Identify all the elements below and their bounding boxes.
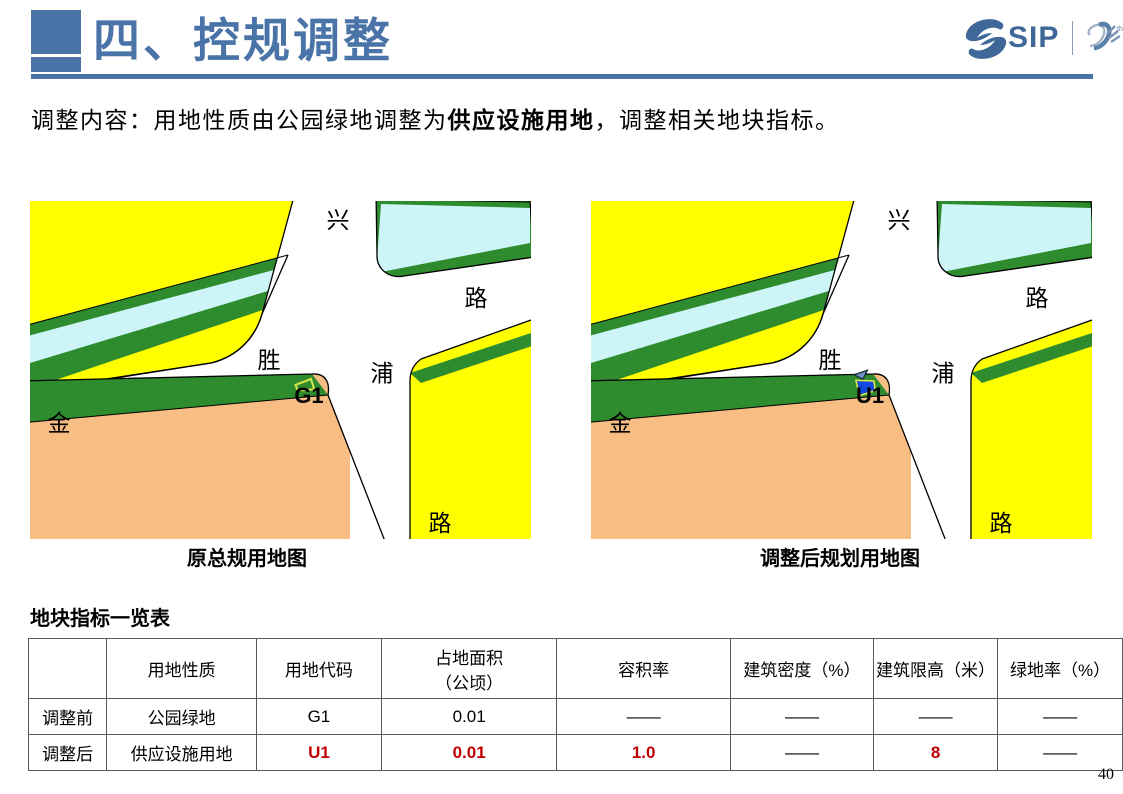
svg-text:G1: G1 xyxy=(294,383,323,408)
svg-text:U1: U1 xyxy=(856,383,884,408)
svg-text:th: th xyxy=(1117,26,1123,33)
